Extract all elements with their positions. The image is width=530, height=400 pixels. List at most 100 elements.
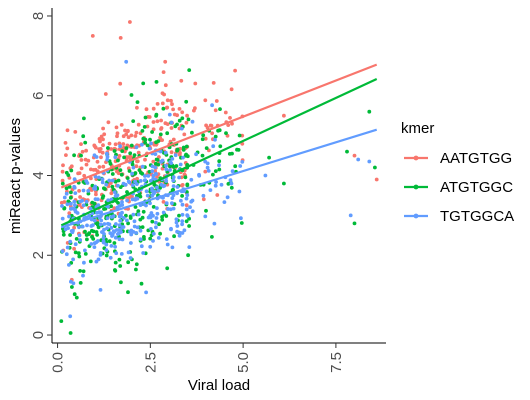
legend-title: kmer xyxy=(401,120,434,137)
data-point xyxy=(134,130,139,135)
data-point xyxy=(169,98,173,103)
y-tick-label: 6 xyxy=(30,92,47,100)
data-point xyxy=(125,176,130,181)
data-point xyxy=(68,314,73,319)
data-point xyxy=(67,185,72,189)
data-point xyxy=(171,107,176,112)
data-point xyxy=(81,188,86,193)
data-point xyxy=(356,157,361,162)
data-point xyxy=(115,134,119,139)
data-point xyxy=(165,131,170,136)
data-point xyxy=(129,232,134,237)
data-point xyxy=(148,236,153,241)
data-point xyxy=(138,179,143,183)
data-point xyxy=(60,216,65,221)
data-point xyxy=(180,194,185,198)
data-point xyxy=(200,137,205,142)
data-point xyxy=(144,189,149,194)
legend-label: AATGTGG xyxy=(440,150,512,167)
data-point xyxy=(213,169,218,174)
data-point xyxy=(170,102,174,107)
data-point xyxy=(158,135,163,140)
data-point xyxy=(103,187,107,191)
data-point xyxy=(160,217,165,222)
data-point xyxy=(161,184,166,189)
data-point xyxy=(171,137,176,142)
data-point xyxy=(110,172,115,176)
data-point xyxy=(205,125,210,130)
data-point xyxy=(132,224,137,229)
data-point xyxy=(97,165,102,169)
data-point xyxy=(186,253,191,258)
data-point xyxy=(82,260,86,265)
data-point xyxy=(107,178,112,183)
data-point xyxy=(109,225,114,230)
data-point xyxy=(101,164,106,169)
data-point xyxy=(114,228,119,232)
data-point xyxy=(148,137,152,142)
data-point xyxy=(180,202,185,207)
data-point xyxy=(151,205,156,209)
data-point xyxy=(107,141,112,146)
data-point xyxy=(229,181,234,186)
data-point xyxy=(180,231,185,235)
data-point xyxy=(127,20,132,24)
data-point xyxy=(184,144,189,149)
data-point xyxy=(112,206,117,211)
data-point xyxy=(146,174,151,178)
y-tick-label: 4 xyxy=(30,171,47,179)
data-point xyxy=(233,164,238,169)
data-point xyxy=(125,190,129,194)
data-point xyxy=(169,150,174,155)
data-point xyxy=(184,196,189,201)
y-tick-label: 0 xyxy=(30,331,47,339)
data-point xyxy=(170,157,175,161)
data-point xyxy=(118,81,123,86)
data-point xyxy=(71,228,75,233)
data-point xyxy=(114,125,119,130)
data-point xyxy=(230,151,234,156)
data-point xyxy=(116,171,121,176)
data-point xyxy=(217,163,221,168)
data-point xyxy=(72,184,77,189)
data-point xyxy=(151,231,156,236)
data-point xyxy=(165,242,170,247)
legend-label: TGTGGCA xyxy=(440,208,514,225)
data-point xyxy=(84,179,89,183)
data-point xyxy=(108,255,113,260)
data-point xyxy=(82,116,86,121)
data-point xyxy=(179,126,184,131)
data-point xyxy=(171,175,176,180)
data-point xyxy=(72,199,77,204)
data-point xyxy=(190,198,195,203)
data-point xyxy=(226,123,231,127)
data-point xyxy=(78,238,83,242)
legend-item-tgtggca: TGTGGCA xyxy=(404,208,514,225)
data-point xyxy=(239,221,244,225)
data-point xyxy=(83,248,87,253)
data-point xyxy=(93,197,98,202)
data-point xyxy=(194,152,199,157)
data-point xyxy=(121,134,126,139)
data-point xyxy=(78,281,83,285)
data-point xyxy=(204,146,209,151)
data-point xyxy=(105,216,110,221)
data-point xyxy=(59,319,64,323)
data-point xyxy=(143,115,148,120)
data-point xyxy=(96,225,101,230)
data-point xyxy=(160,158,165,163)
data-point xyxy=(143,137,148,142)
data-point xyxy=(100,196,105,200)
data-point xyxy=(184,99,189,104)
data-point xyxy=(211,172,215,177)
data-point xyxy=(150,186,154,191)
data-point xyxy=(208,188,213,193)
data-point xyxy=(65,202,70,207)
data-point xyxy=(81,269,86,274)
data-point xyxy=(367,159,372,164)
data-point xyxy=(217,159,222,164)
data-point xyxy=(149,141,153,146)
data-point xyxy=(161,210,166,215)
data-point xyxy=(136,122,141,127)
